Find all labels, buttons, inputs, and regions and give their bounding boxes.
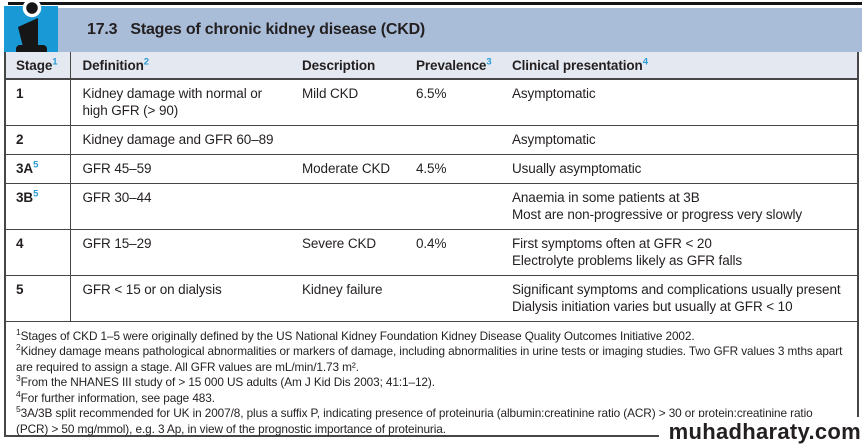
prevalence-cell: 4.5% [408,154,504,184]
definition-cell: GFR < 15 or on dialysis [70,275,294,322]
column-header-clinical: Clinical presentation4 [504,52,857,80]
header-row: Stage1 Definition2 Description Prevalenc… [6,52,857,80]
footnotes: 1Stages of CKD 1–5 were originally defin… [6,322,857,437]
column-sup: 3 [486,56,492,68]
stage-value: 2 [16,132,24,147]
clinical-cell: Anaemia in some patients at 3B Most are … [504,183,857,230]
stage-value: 5 [16,282,24,297]
definition-cell: GFR 45–59 [70,154,294,184]
table-number: 17.3 [87,21,118,38]
stage-value: 1 [16,86,24,101]
column-label: Stage [16,58,53,73]
footnote: 3From the NHANES III study of > 15 000 U… [16,373,847,390]
column-header-description: Description [294,52,408,80]
description-cell [294,183,408,230]
description-cell: Kidney failure [294,275,408,322]
column-header-stage: Stage1 [6,52,71,80]
footnote-text: For further information, see page 483. [20,390,215,405]
stage-value: 3B [16,190,34,205]
prevalence-cell: 0.4% [408,229,504,276]
stage-sup: 5 [33,188,39,200]
stage-cell: 4 [6,229,71,276]
stage-cell: 5 [6,275,71,322]
ckd-table: Stage1 Definition2 Description Prevalenc… [6,52,857,322]
column-sup: 1 [52,56,58,68]
stage-cell: 3B5 [6,183,71,230]
watermark: muhadharaty.com [658,417,863,446]
description-cell: Severe CKD [294,229,408,276]
footnote-text: From the NHANES III study of > 15 000 US… [20,375,435,390]
column-label: Clinical presentation [512,58,643,73]
footnote-number: 5 [16,404,21,415]
footnote-text: Kidney damage means pathological abnorma… [16,344,843,374]
stage-sup: 5 [33,159,39,171]
footnote: 53A/3B split recommended for UK in 2007/… [16,404,847,437]
table-row-stage-5: 5 GFR < 15 or on dialysis Kidney failure… [6,275,857,322]
table-row-stage-3a: 3A5 GFR 45–59 Moderate CKD 4.5% Usually … [6,154,857,184]
prevalence-cell [408,125,504,155]
footnote-number: 4 [16,388,21,399]
description-cell: Mild CKD [294,79,408,126]
footnote-text: 3A/3B split recommended for UK in 2007/8… [16,406,813,436]
column-sup: 2 [143,56,149,68]
clinical-cell: First symptoms often at GFR < 20 Electro… [504,229,857,276]
column-header-prevalence: Prevalence3 [408,52,504,80]
column-label: Prevalence [416,58,487,73]
table-row-stage-1: 1 Kidney damage with normal or high GFR … [6,79,857,126]
stage-value: 3A [16,161,34,176]
footnote: 1Stages of CKD 1–5 were originally defin… [16,327,847,344]
definition-cell: GFR 30–44 [70,183,294,230]
column-sup: 4 [642,56,648,68]
definition-cell: GFR 15–29 [70,229,294,276]
clinical-cell: Usually asymptomatic [504,154,857,184]
prevalence-cell: 6.5% [408,79,504,126]
footnote-number: 2 [16,342,21,353]
stage-cell: 1 [6,79,71,126]
title-band: 17.3 Stages of chronic kidney disease (C… [56,8,862,52]
prevalence-cell [408,183,504,230]
footnote-text: Stages of CKD 1–5 were originally define… [20,329,695,343]
table-row-stage-2: 2 Kidney damage and GFR 60–89 Asymptomat… [6,125,857,155]
column-label: Definition [82,58,144,73]
table-title: Stages of chronic kidney disease (CKD) [130,21,426,38]
footnote-number: 1 [16,327,21,338]
top-rule [8,2,862,5]
column-header-definition: Definition2 [70,52,294,80]
info-icon [4,0,58,58]
stage-cell: 2 [6,125,71,155]
description-cell [294,125,408,155]
description-cell: Moderate CKD [294,154,408,184]
table-row-stage-3b: 3B5 GFR 30–44 Anaemia in some patients a… [6,183,857,230]
footnote-number: 3 [16,373,21,384]
table-box: Stage1 Definition2 Description Prevalenc… [4,52,859,437]
definition-cell: Kidney damage with normal or high GFR (>… [70,79,294,126]
clinical-cell: Asymptomatic [504,125,857,155]
footnote: 4For further information, see page 483. [16,388,847,406]
footnote: 2Kidney damage means pathological abnorm… [16,342,847,375]
table-row-stage-4: 4 GFR 15–29 Severe CKD 0.4% First sympto… [6,229,857,276]
stage-cell: 3A5 [6,154,71,184]
clinical-cell: Significant symptoms and complications u… [504,275,857,322]
definition-cell: Kidney damage and GFR 60–89 [70,125,294,155]
prevalence-cell [408,275,504,322]
clinical-cell: Asymptomatic [504,79,857,126]
column-label: Description [302,58,376,73]
stage-value: 4 [16,236,24,251]
